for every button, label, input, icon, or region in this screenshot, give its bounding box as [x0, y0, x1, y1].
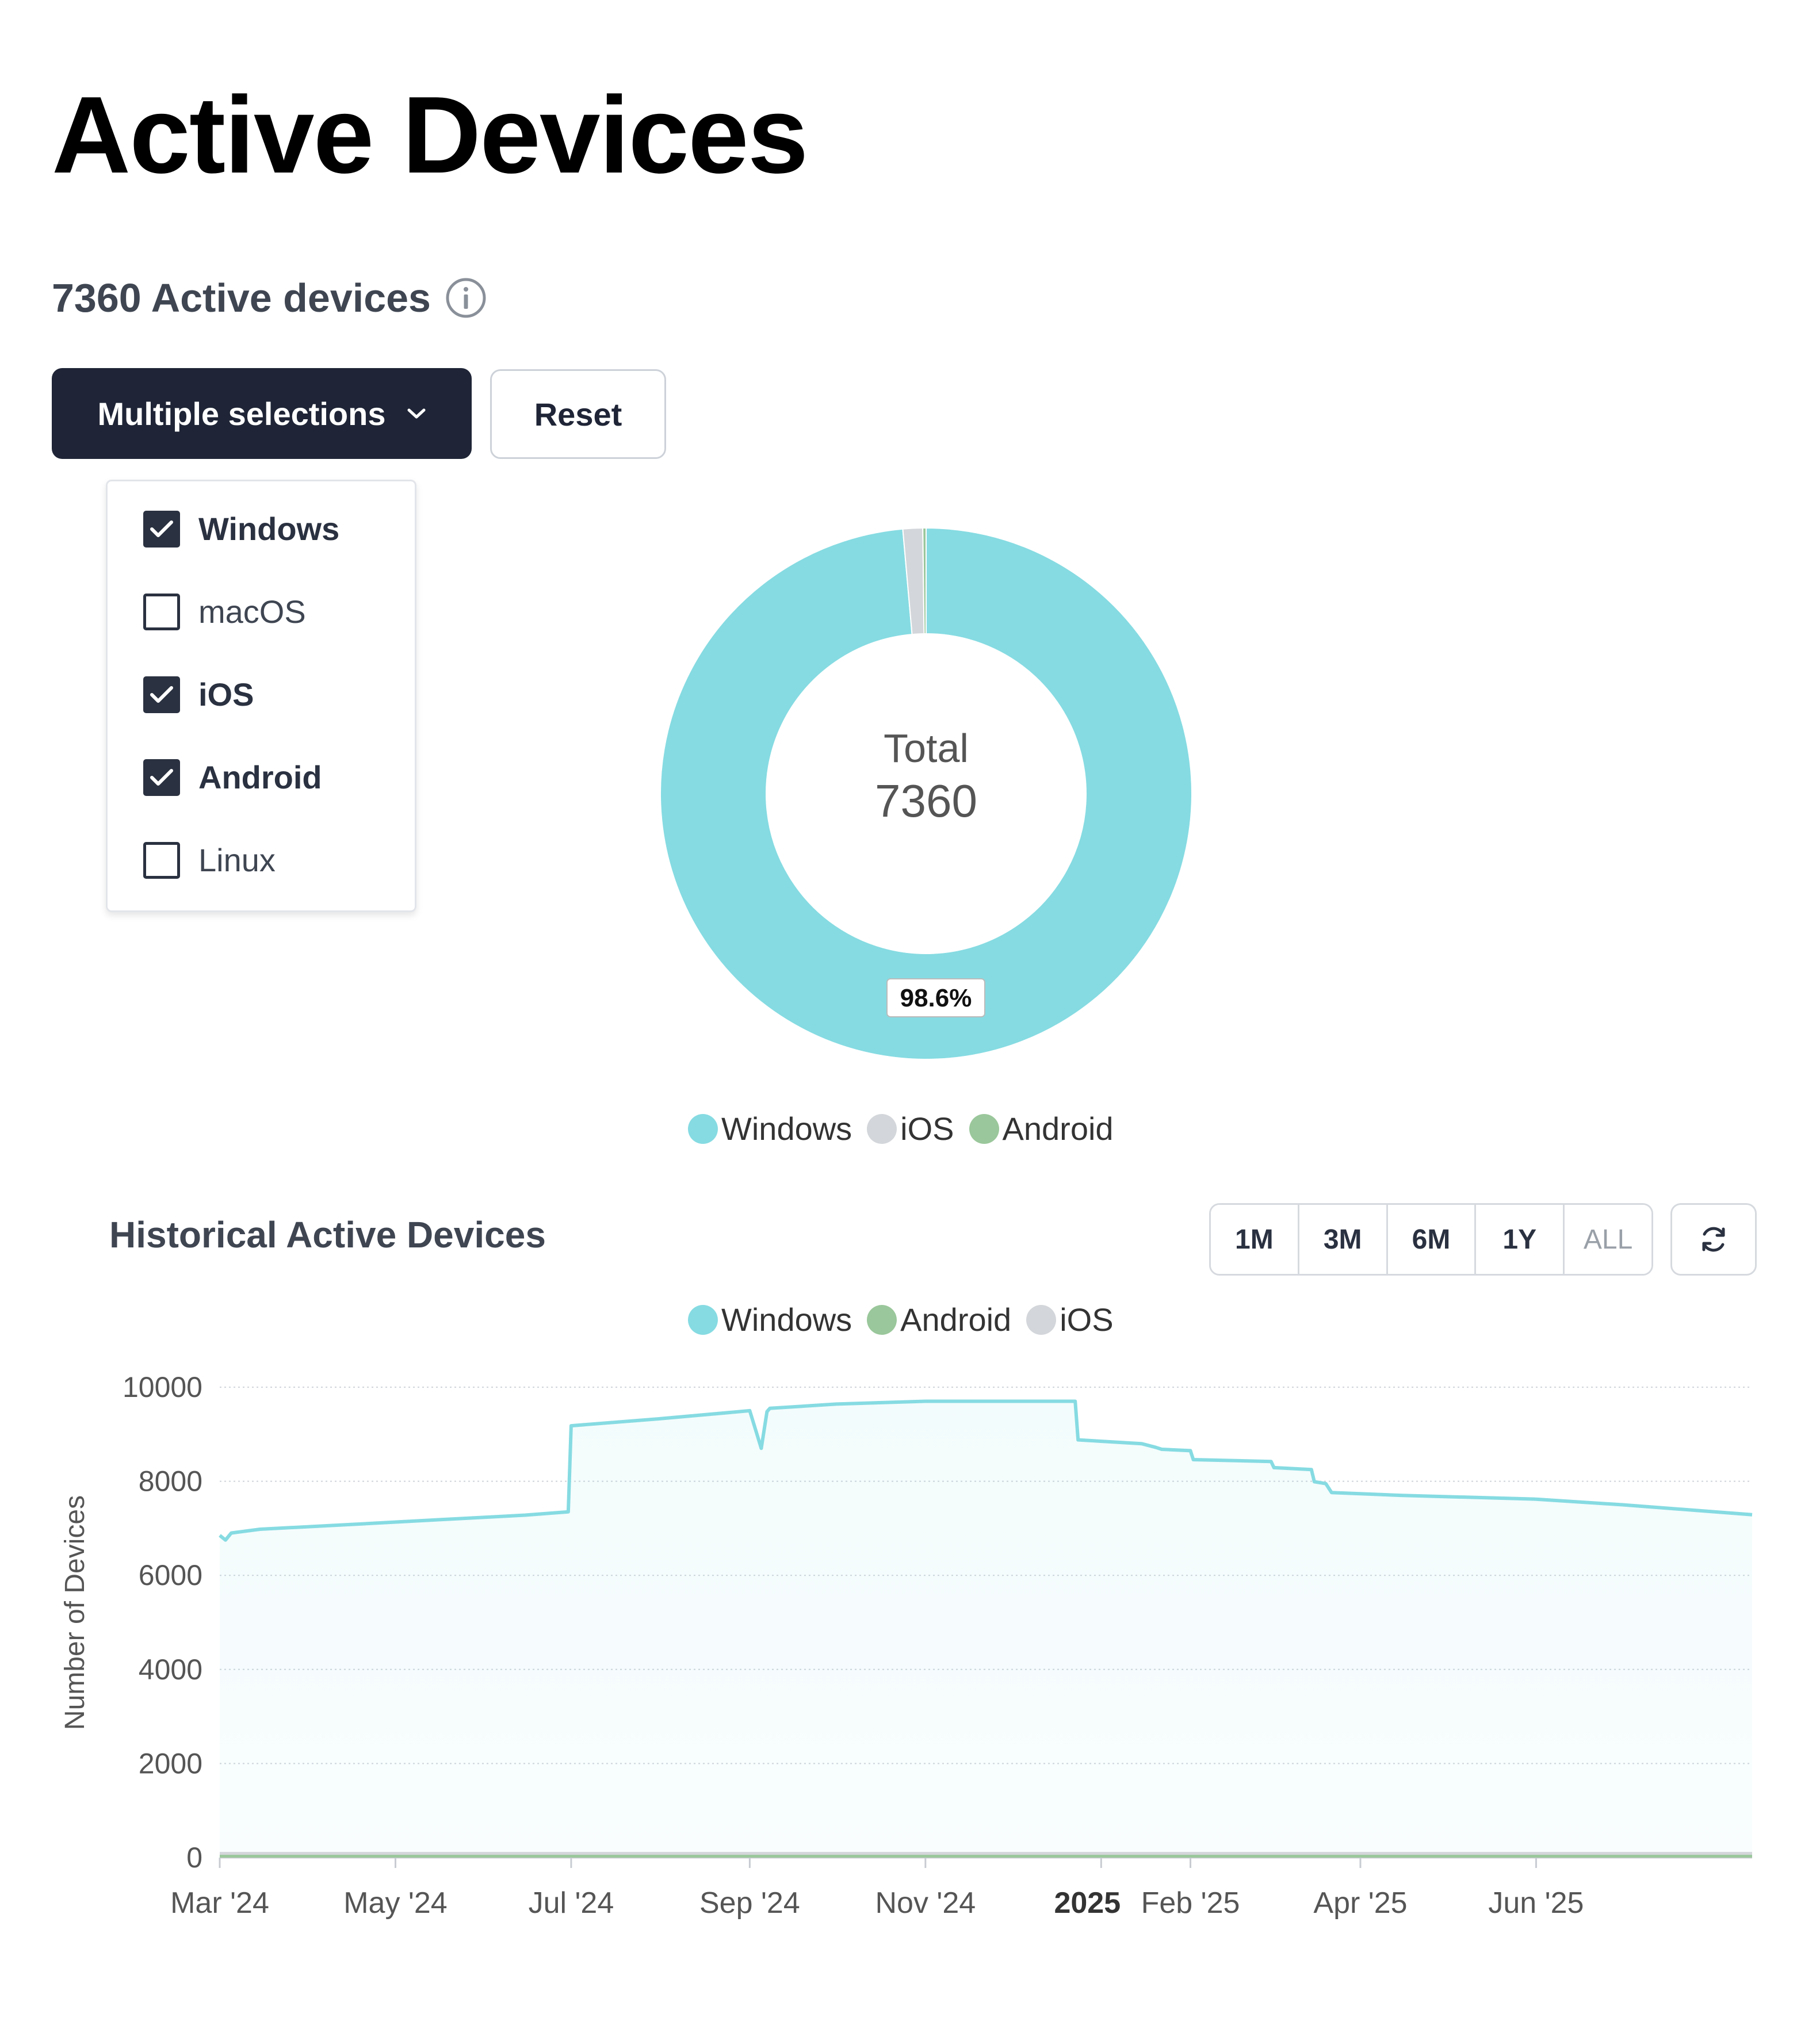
y-tick-label: 10000	[123, 1371, 202, 1403]
donut-data-label: 98.6%	[886, 978, 985, 1017]
legend-dot	[969, 1113, 999, 1144]
legend-item-ios[interactable]: iOS	[867, 1110, 954, 1147]
page-title: Active Devices	[52, 74, 808, 196]
checkmark-icon	[150, 686, 173, 703]
range-3m-button[interactable]: 3M	[1299, 1205, 1388, 1274]
y-tick-label: 8000	[139, 1465, 202, 1498]
checkbox-checked[interactable]	[143, 759, 180, 796]
checkmark-icon	[150, 520, 173, 537]
donut-slice-label: 98.6%	[900, 984, 972, 1012]
active-devices-count-text: 7360 Active devices	[52, 275, 431, 320]
donut-slice-windows[interactable]	[660, 527, 1192, 1060]
chevron-down-icon	[407, 408, 425, 419]
y-tick-label: 6000	[139, 1559, 202, 1591]
active-devices-count: 7360 Active devices	[52, 275, 487, 321]
device-platform-donut-chart: Total 7360 98.6%	[660, 527, 1192, 1060]
legend-item-android[interactable]: Android	[867, 1301, 1011, 1338]
legend-label: Android	[900, 1301, 1012, 1338]
legend-label: Windows	[721, 1111, 852, 1147]
historical-title: Historical Active Devices	[109, 1214, 546, 1255]
option-label: Windows	[198, 511, 340, 547]
range-1m-button[interactable]: 1M	[1211, 1205, 1299, 1274]
range-6m-button[interactable]: 6M	[1387, 1205, 1477, 1274]
option-label: macOS	[198, 594, 306, 630]
option-label: iOS	[198, 676, 254, 713]
y-axis-label: Number of Devices	[60, 1495, 90, 1730]
option-linux[interactable]: Linux	[143, 841, 276, 879]
legend-item-ios[interactable]: iOS	[1026, 1301, 1114, 1338]
x-tick-label: Apr '25	[1313, 1886, 1407, 1920]
y-tick-label: 4000	[139, 1653, 202, 1686]
donut-center-label: Total	[884, 726, 969, 771]
historical-active-devices-chart: 0 2000 4000 6000 8000 10000 Mar '24 May '24 Jul …	[60, 1371, 1753, 1920]
multiple-selections-label: Multiple selections	[97, 395, 386, 432]
legend-item-windows[interactable]: Windows	[688, 1110, 852, 1147]
option-ios[interactable]: iOS	[143, 676, 254, 713]
x-tick-label: Feb '25	[1141, 1886, 1240, 1920]
x-tick-label: 2025	[1054, 1886, 1121, 1920]
series-area-windows	[220, 1401, 1752, 1858]
refresh-icon	[1702, 1227, 1725, 1252]
option-macos[interactable]: macOS	[143, 593, 306, 630]
x-tick-label: Nov '24	[875, 1886, 976, 1920]
checkbox-checked[interactable]	[143, 510, 180, 548]
series-line-windows[interactable]	[219, 1399, 1753, 1542]
legend-label: iOS	[900, 1111, 954, 1147]
info-circle-icon[interactable]	[445, 277, 487, 319]
history-legend: Windows Android iOS	[688, 1301, 1129, 1338]
legend-item-windows[interactable]: Windows	[688, 1301, 852, 1338]
x-tick-label: Sep '24	[699, 1886, 800, 1920]
range-1y-button[interactable]: 1Y	[1476, 1205, 1565, 1274]
legend-label: iOS	[1060, 1301, 1114, 1338]
checkmark-icon	[150, 768, 173, 786]
y-tick-label: 2000	[139, 1747, 202, 1779]
checkbox-unchecked[interactable]	[143, 841, 180, 879]
donut-legend: Windows iOS Android	[688, 1110, 1129, 1147]
range-all-button[interactable]: ALL	[1565, 1205, 1651, 1274]
option-android[interactable]: Android	[143, 759, 322, 796]
x-tick-label: Mar '24	[170, 1886, 269, 1920]
option-label: Android	[198, 759, 322, 795]
legend-dot	[867, 1304, 897, 1335]
legend-dot	[688, 1113, 718, 1144]
option-label: Linux	[198, 842, 276, 878]
reset-button[interactable]: Reset	[490, 369, 666, 459]
x-tick-label: May '24	[343, 1886, 447, 1920]
y-tick-label: 0	[186, 1842, 202, 1874]
time-range-selector: 1M 3M 6M 1Y ALL	[1209, 1203, 1653, 1276]
legend-label: Android	[1002, 1111, 1114, 1147]
checkbox-unchecked[interactable]	[143, 593, 180, 630]
donut-slice-android[interactable]	[922, 527, 927, 635]
donut-center-value: 7360	[875, 775, 977, 826]
legend-dot	[867, 1113, 897, 1144]
platform-filter-menu: Windows macOS iOS Android Linux	[106, 480, 416, 912]
legend-dot	[688, 1304, 718, 1335]
x-tick-label: Jun '25	[1488, 1886, 1584, 1920]
refresh-button[interactable]	[1670, 1203, 1757, 1276]
legend-label: Windows	[721, 1301, 852, 1338]
checkbox-checked[interactable]	[143, 676, 180, 713]
x-tick-label: Jul '24	[529, 1886, 614, 1920]
legend-item-android[interactable]: Android	[969, 1110, 1114, 1147]
multiple-selections-dropdown[interactable]: Multiple selections	[52, 368, 472, 459]
option-windows[interactable]: Windows	[143, 510, 339, 548]
legend-dot	[1026, 1304, 1057, 1335]
